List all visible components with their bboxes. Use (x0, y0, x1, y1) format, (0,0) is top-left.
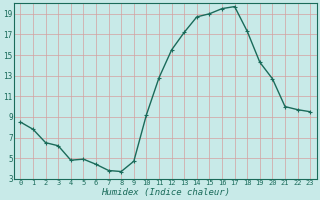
X-axis label: Humidex (Indice chaleur): Humidex (Indice chaleur) (101, 188, 230, 197)
